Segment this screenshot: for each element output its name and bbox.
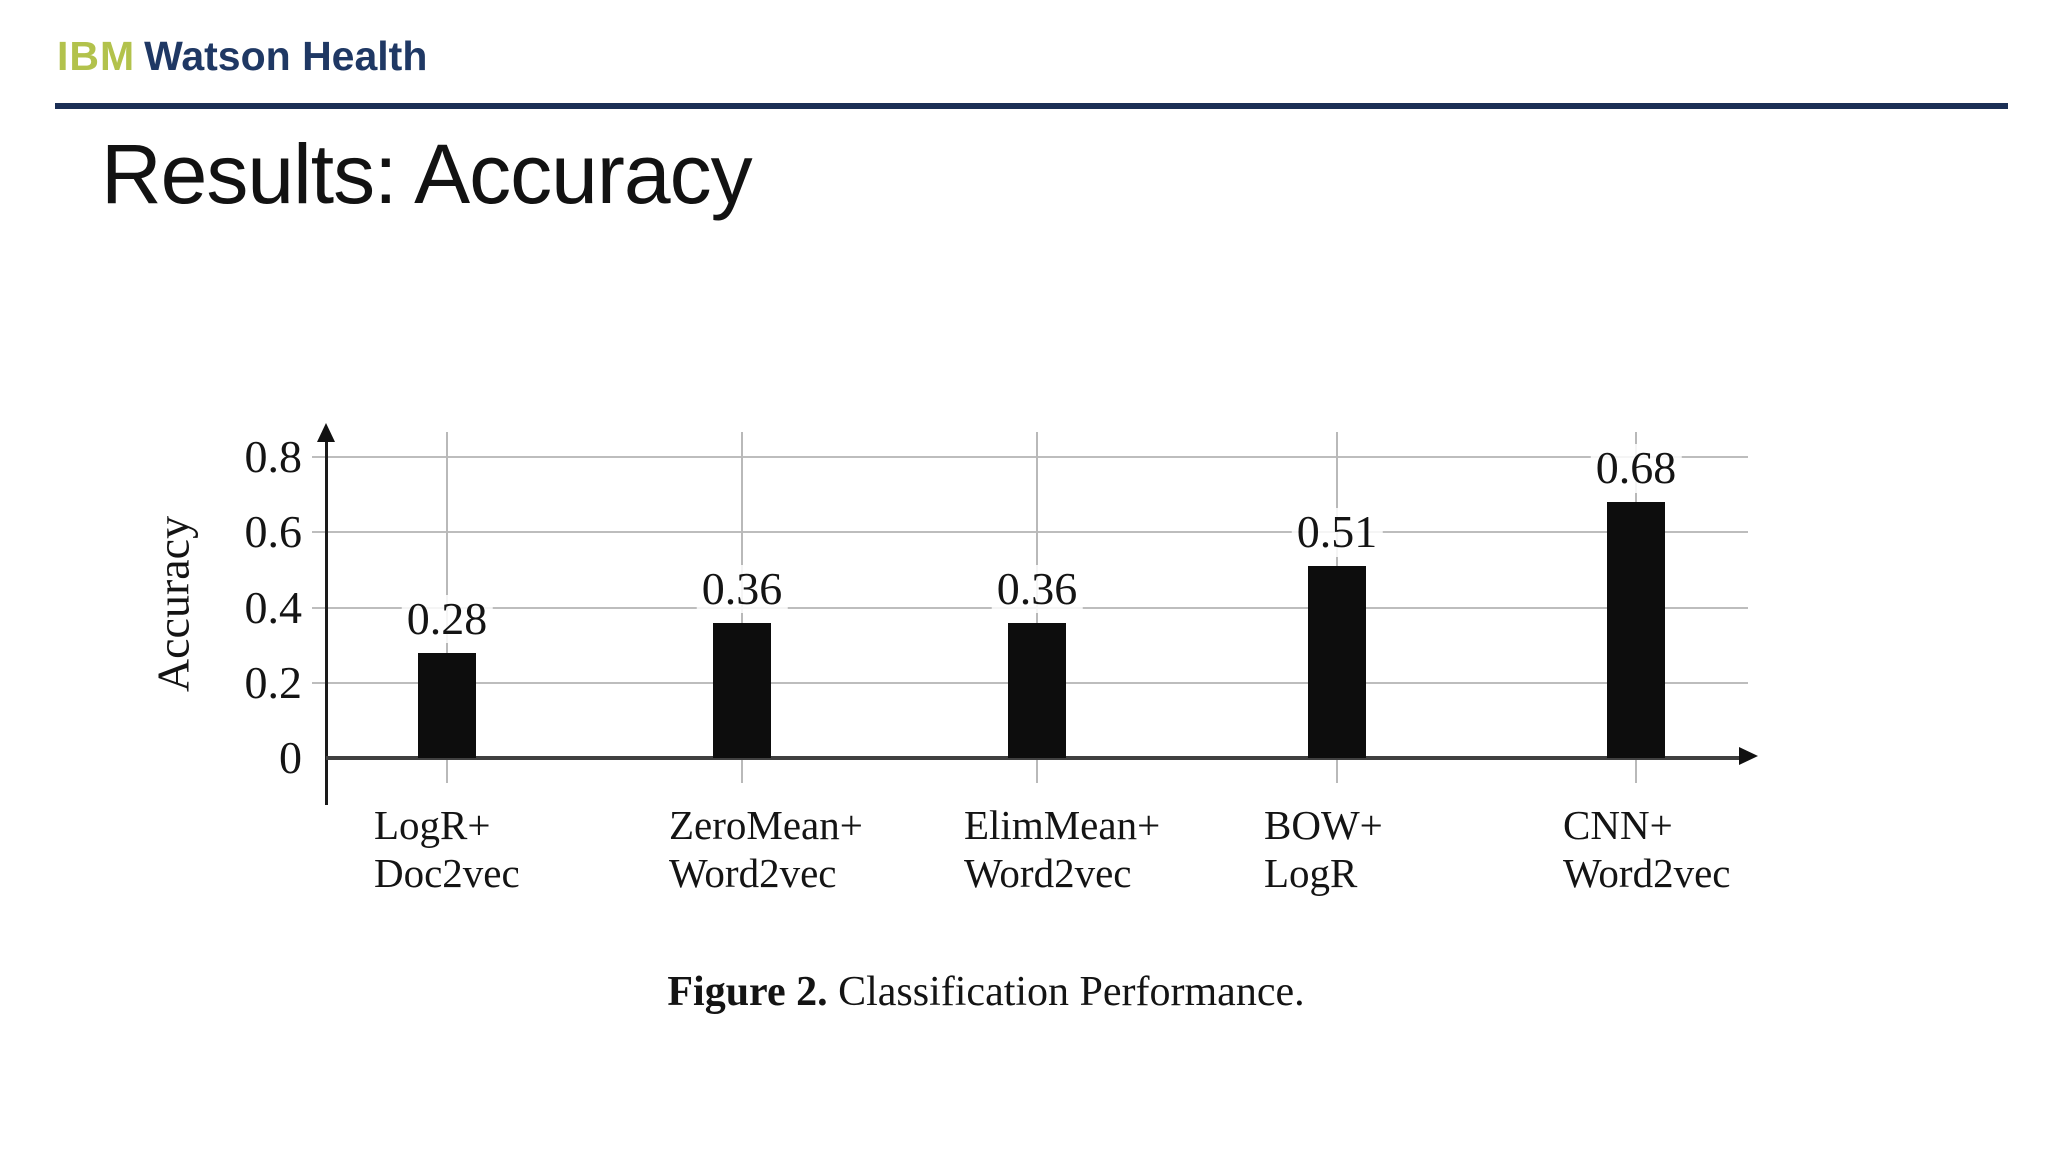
x-axis-category-label: ElimMean+ Word2vec — [964, 801, 1160, 898]
x-axis-arrow — [1739, 747, 1758, 765]
x-axis-category-line: Word2vec — [1563, 850, 1731, 897]
x-axis-category-line: ElimMean+ — [964, 802, 1161, 848]
y-axis-line — [325, 440, 328, 805]
x-axis-category-label: BOW+ LogR — [1264, 801, 1383, 898]
header-divider — [55, 103, 2008, 109]
y-axis-tick-label: 0.8 — [244, 431, 303, 483]
x-axis-category-label: ZeroMean+ Word2vec — [669, 801, 863, 898]
ibm-watson-health-logo: IBM Watson Health — [57, 36, 427, 77]
bar-value-label: 0.28 — [401, 594, 493, 644]
bar-elimmean+word2vec — [1008, 622, 1066, 758]
figure-caption-text: Classification Performance. — [827, 969, 1305, 1015]
bar-value-label: 0.36 — [991, 564, 1083, 613]
y-axis-tick-label: 0 — [279, 732, 302, 783]
y-axis-tick-label: 0.6 — [244, 506, 303, 558]
x-axis-category-line: BOW+ — [1264, 802, 1383, 848]
bar-value-label: 0.68 — [1590, 444, 1682, 493]
logo-watson-health-text: Watson Health — [144, 33, 428, 79]
bar-cnn+word2vec — [1607, 502, 1665, 758]
y-axis-tick-label: 0.2 — [244, 656, 303, 708]
x-axis-category-line: Word2vec — [669, 850, 837, 897]
x-axis-category-line: Doc2vec — [374, 850, 520, 897]
gridline-horizontal — [312, 456, 1748, 459]
x-axis-category-line: ZeroMean+ — [669, 802, 863, 848]
y-axis-title: Accuracy — [147, 515, 199, 693]
x-axis-category-line: LogR — [1264, 850, 1358, 897]
bar-value-label: 0.51 — [1291, 507, 1383, 557]
x-axis-category-label: CNN+ Word2vec — [1563, 801, 1730, 898]
bar-bow+logr — [1308, 566, 1366, 758]
page-title: Results: Accuracy — [101, 127, 753, 221]
bar-value-label: 0.36 — [696, 564, 788, 613]
x-axis-line — [326, 756, 1740, 760]
x-axis-category-line: CNN+ — [1563, 802, 1673, 848]
figure-caption-label: Figure 2. — [667, 969, 828, 1015]
gridline-horizontal — [312, 531, 1748, 534]
y-axis-arrow — [317, 423, 335, 442]
x-axis-category-label: LogR+ Doc2vec — [374, 801, 520, 898]
x-axis-category-line: LogR+ — [374, 802, 491, 848]
y-axis-tick-label: 0.4 — [244, 581, 303, 633]
x-axis-category-line: Word2vec — [964, 850, 1132, 897]
figure-caption: Figure 2. Classification Performance. — [486, 968, 1486, 1016]
logo-ibm-text: IBM — [57, 33, 136, 79]
bar-zeromean+word2vec — [713, 622, 771, 758]
bar-logr+doc2vec — [418, 652, 476, 758]
